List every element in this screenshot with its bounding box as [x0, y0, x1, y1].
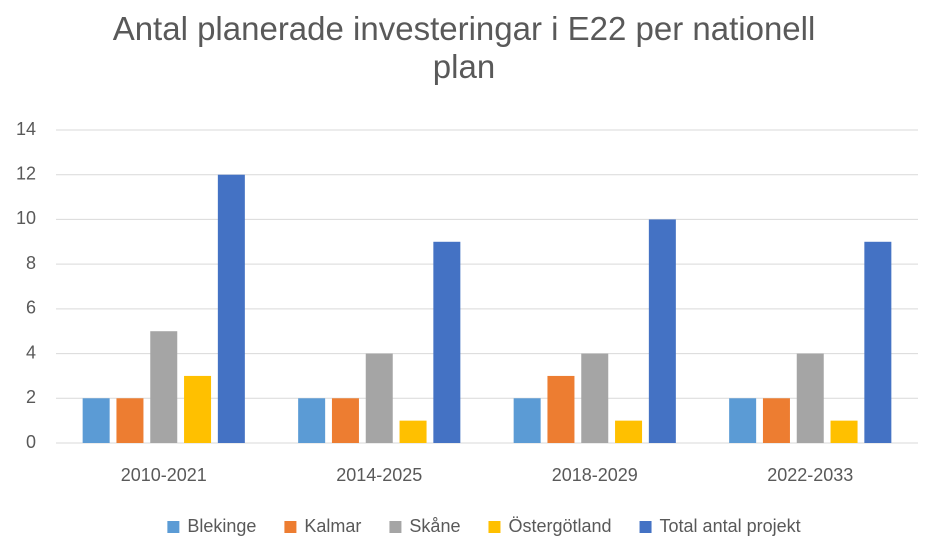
legend-swatch	[284, 521, 297, 533]
bar	[399, 420, 427, 443]
legend-swatch	[639, 521, 652, 533]
bar	[513, 398, 541, 443]
bar	[581, 353, 609, 443]
bar	[433, 241, 461, 443]
bar	[615, 420, 643, 443]
y-tick-label: 8	[26, 253, 36, 273]
y-tick-label: 2	[26, 387, 36, 407]
bar	[762, 398, 790, 443]
y-tick-label: 6	[26, 298, 36, 318]
bar	[150, 331, 178, 443]
x-tick-label: 2010-2021	[121, 465, 207, 485]
bar	[547, 375, 575, 443]
legend-swatch	[389, 521, 402, 533]
y-tick-label: 14	[16, 119, 36, 139]
chart-title: Antal planerade investeringar i E22 per …	[112, 10, 816, 85]
bar	[331, 398, 359, 443]
bar	[116, 398, 144, 443]
bar	[298, 398, 326, 443]
legend-swatch	[488, 521, 501, 533]
x-tick-label: 2018-2029	[552, 465, 638, 485]
bar	[864, 241, 892, 443]
bar	[184, 375, 212, 443]
legend-swatch	[167, 521, 180, 533]
y-tick-label: 0	[26, 432, 36, 452]
legend-label: Skåne	[409, 516, 460, 536]
bar	[217, 174, 245, 443]
bar	[648, 219, 676, 443]
x-tick-label: 2022-2033	[767, 465, 853, 485]
legend-label: Östergötland	[508, 516, 611, 536]
bar	[830, 420, 858, 443]
bar	[365, 353, 393, 443]
legend-label: Total antal projekt	[660, 516, 801, 536]
y-tick-label: 10	[16, 208, 36, 228]
bar	[82, 398, 110, 443]
y-tick-label: 12	[16, 163, 36, 183]
x-tick-label: 2014-2025	[336, 465, 422, 485]
y-tick-label: 4	[26, 342, 36, 362]
legend-label: Blekinge	[187, 516, 256, 536]
bar	[729, 398, 757, 443]
legend-label: Kalmar	[304, 516, 361, 536]
bar	[796, 353, 824, 443]
